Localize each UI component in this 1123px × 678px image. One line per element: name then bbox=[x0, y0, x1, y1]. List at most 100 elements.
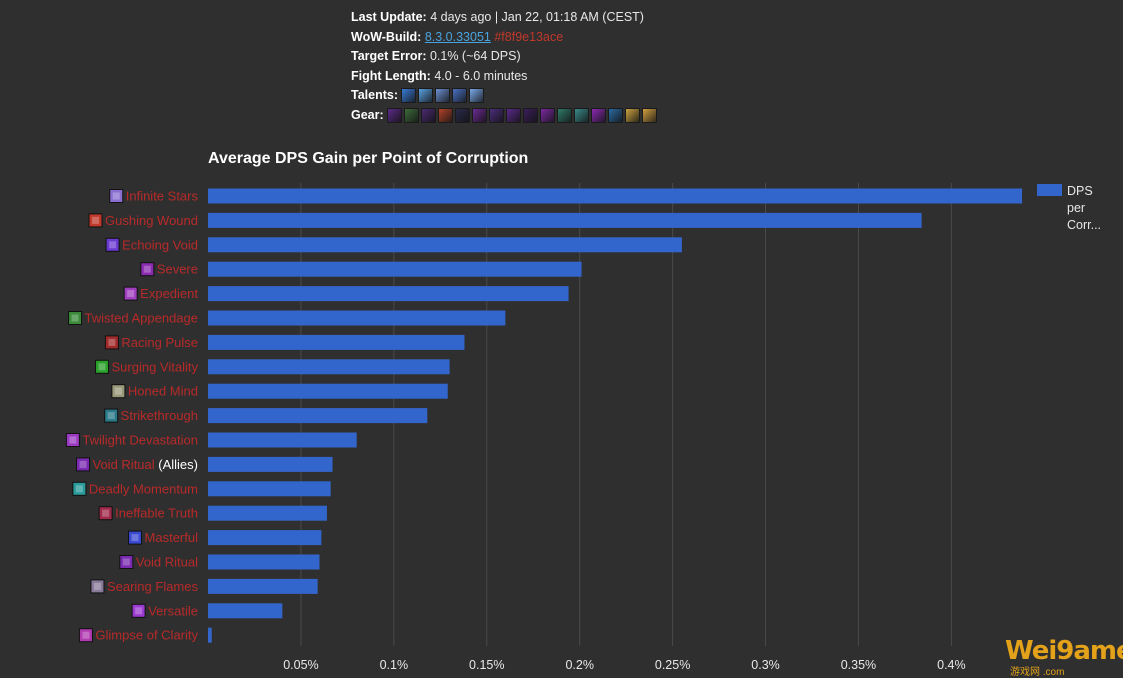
fight-length-row: Fight Length: 4.0 - 6.0 minutes bbox=[351, 67, 657, 87]
bar[interactable] bbox=[208, 359, 450, 375]
category-name[interactable]: Echoing Void bbox=[122, 237, 198, 252]
category-name[interactable]: Racing Pulse bbox=[121, 335, 198, 350]
bar[interactable] bbox=[208, 530, 322, 546]
talent-icon-1[interactable] bbox=[401, 88, 417, 104]
gear-icon-3[interactable] bbox=[421, 107, 437, 123]
gear-icon-4[interactable] bbox=[438, 107, 454, 123]
category-icon-glyph bbox=[69, 436, 77, 444]
x-tick-label: 0.2% bbox=[565, 658, 594, 672]
category-icon bbox=[131, 603, 146, 618]
gear-icon-1[interactable] bbox=[387, 107, 403, 123]
bar[interactable] bbox=[208, 286, 569, 302]
category-name[interactable]: Searing Flames bbox=[107, 579, 199, 594]
category-icon-glyph bbox=[93, 582, 101, 590]
category-label[interactable]: Strikethrough bbox=[121, 408, 198, 423]
category-name[interactable]: Void Ritual bbox=[93, 457, 155, 472]
talent-icon-3[interactable] bbox=[435, 88, 451, 104]
category-label[interactable]: Expedient bbox=[140, 286, 198, 301]
bar[interactable] bbox=[208, 432, 357, 448]
category-label[interactable]: Void Ritual bbox=[136, 555, 198, 570]
bar[interactable] bbox=[208, 578, 318, 594]
category-icon bbox=[123, 286, 138, 301]
category-label[interactable]: Severe bbox=[157, 262, 198, 277]
category-label[interactable]: Ineffable Truth bbox=[115, 506, 198, 521]
category-name[interactable]: Twilight Devastation bbox=[82, 433, 198, 448]
legend-label: Corr... bbox=[1067, 218, 1101, 232]
category-name[interactable]: Ineffable Truth bbox=[115, 506, 198, 521]
bar[interactable] bbox=[208, 212, 922, 228]
bar[interactable] bbox=[208, 456, 333, 472]
category-name[interactable]: Expedient bbox=[140, 286, 198, 301]
category-name[interactable]: Deadly Momentum bbox=[89, 481, 198, 496]
gear-icon-2[interactable] bbox=[404, 107, 420, 123]
x-tick-label: 0.35% bbox=[841, 658, 876, 672]
category-label[interactable]: Echoing Void bbox=[122, 237, 198, 252]
gear-icon-12[interactable] bbox=[574, 107, 590, 123]
gear-icon-16[interactable] bbox=[642, 107, 658, 123]
bar[interactable] bbox=[208, 603, 283, 619]
gear-icon-10[interactable] bbox=[540, 107, 556, 123]
gear-icon-5[interactable] bbox=[455, 107, 471, 123]
category-name[interactable]: Versatile bbox=[148, 603, 198, 618]
category-label[interactable]: Infinite Stars bbox=[126, 189, 199, 204]
legend-label: DPS bbox=[1067, 184, 1093, 198]
bar[interactable] bbox=[208, 481, 331, 497]
bar[interactable] bbox=[208, 408, 428, 424]
category-name[interactable]: Gushing Wound bbox=[105, 213, 198, 228]
gear-icon-6[interactable] bbox=[472, 107, 488, 123]
target-error-value: 0.1% (~64 DPS) bbox=[429, 49, 521, 63]
category-label[interactable]: Masterful bbox=[145, 530, 199, 545]
category-label[interactable]: Deadly Momentum bbox=[89, 481, 198, 496]
x-tick-label: 0.1% bbox=[380, 658, 409, 672]
category-label[interactable]: Versatile bbox=[148, 603, 198, 618]
category-name[interactable]: Void Ritual bbox=[136, 555, 198, 570]
category-label[interactable]: Honed Mind bbox=[128, 384, 198, 399]
category-name[interactable]: Severe bbox=[157, 262, 198, 277]
talent-icon-4[interactable] bbox=[452, 88, 468, 104]
gear-icon-14[interactable] bbox=[608, 107, 624, 123]
category-icon bbox=[111, 384, 126, 399]
gear-icons bbox=[387, 107, 658, 123]
category-label[interactable]: Twilight Devastation bbox=[82, 433, 198, 448]
bar[interactable] bbox=[208, 188, 1022, 204]
gear-icon-13[interactable] bbox=[591, 107, 607, 123]
bar[interactable] bbox=[208, 310, 506, 326]
fight-length-value: 4.0 - 6.0 minutes bbox=[434, 68, 528, 83]
category-icon-glyph bbox=[127, 290, 135, 298]
bar[interactable] bbox=[208, 261, 582, 277]
category-label[interactable]: Void Ritual (Allies) bbox=[93, 457, 199, 472]
gear-icon-15[interactable] bbox=[625, 107, 641, 123]
talent-icon-2[interactable] bbox=[418, 88, 434, 104]
category-name[interactable]: Masterful bbox=[145, 530, 199, 545]
wow-build-link[interactable]: 8.3.0.33051 bbox=[424, 29, 491, 44]
category-icon-glyph bbox=[75, 485, 83, 493]
category-name[interactable]: Surging Vitality bbox=[112, 359, 199, 374]
gear-icon-8[interactable] bbox=[506, 107, 522, 123]
category-label[interactable]: Surging Vitality bbox=[112, 359, 199, 374]
category-name[interactable]: Strikethrough bbox=[121, 408, 198, 423]
bar[interactable] bbox=[208, 237, 682, 253]
category-name[interactable]: Infinite Stars bbox=[126, 189, 199, 204]
category-name[interactable]: Honed Mind bbox=[128, 384, 198, 399]
category-label[interactable]: Glimpse of Clarity bbox=[95, 628, 198, 643]
category-label[interactable]: Searing Flames bbox=[107, 579, 199, 594]
talent-icon-5[interactable] bbox=[469, 88, 485, 104]
bar[interactable] bbox=[208, 627, 212, 643]
category-label[interactable]: Gushing Wound bbox=[105, 213, 198, 228]
category-icon-glyph bbox=[79, 460, 87, 468]
gear-icon-11[interactable] bbox=[557, 107, 573, 123]
category-icon-glyph bbox=[98, 363, 106, 371]
category-name[interactable]: Twisted Appendage bbox=[85, 311, 198, 326]
bar[interactable] bbox=[208, 383, 448, 399]
info-panel: Last Update: 4 days ago | Jan 22, 01:18 … bbox=[351, 8, 658, 125]
x-tick-label: 0.15% bbox=[469, 658, 504, 672]
gear-icon-7[interactable] bbox=[489, 107, 505, 123]
bar[interactable] bbox=[208, 505, 327, 521]
bar[interactable] bbox=[208, 554, 320, 570]
category-label[interactable]: Racing Pulse bbox=[121, 335, 198, 350]
gear-icon-9[interactable] bbox=[523, 107, 539, 123]
category-name[interactable]: Glimpse of Clarity bbox=[95, 628, 198, 643]
category-icon bbox=[140, 262, 155, 277]
category-label[interactable]: Twisted Appendage bbox=[85, 311, 198, 326]
bar[interactable] bbox=[208, 334, 465, 350]
